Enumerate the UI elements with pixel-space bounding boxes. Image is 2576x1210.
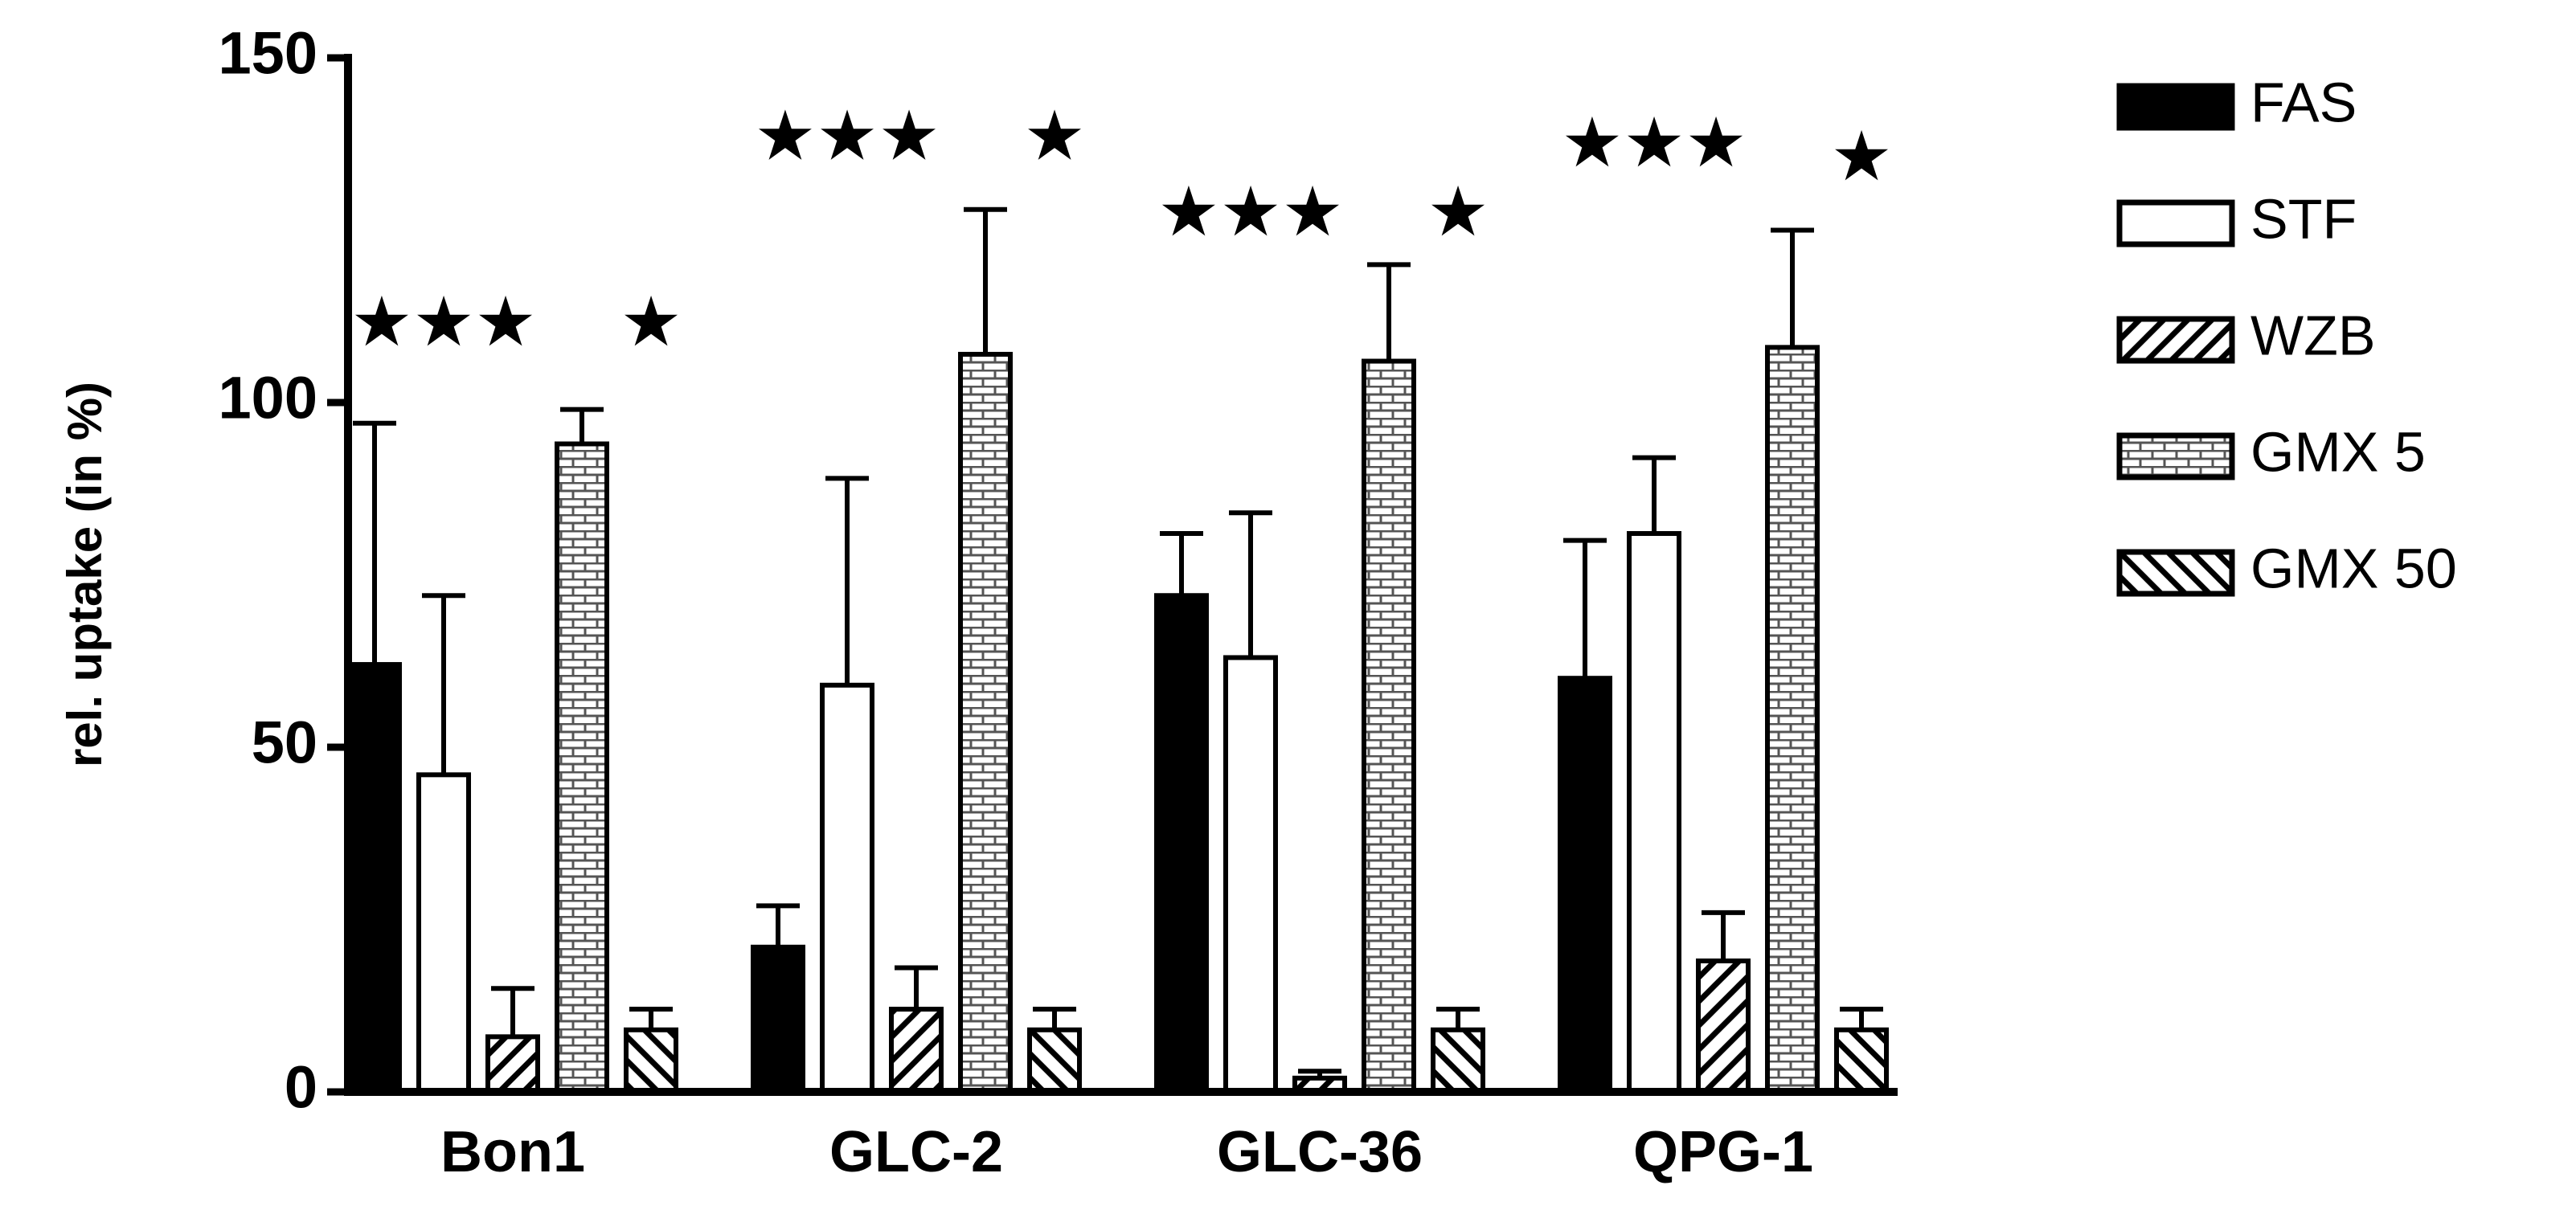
significance-stars: ★ bbox=[1830, 117, 1892, 197]
significance-stars: ★★★ bbox=[350, 282, 536, 362]
legend-swatch bbox=[2116, 549, 2235, 597]
y-tick-label: 0 bbox=[285, 1054, 317, 1121]
legend-swatch bbox=[2116, 199, 2235, 247]
bar bbox=[416, 772, 471, 1094]
significance-stars: ★ bbox=[1023, 96, 1085, 176]
bar bbox=[1223, 655, 1278, 1094]
bar bbox=[1834, 1027, 1889, 1095]
y-tick-label: 100 bbox=[219, 365, 317, 431]
legend-label: FAS bbox=[2250, 71, 2357, 133]
legend-label: WZB bbox=[2250, 304, 2376, 366]
significance-stars: ★★★ bbox=[754, 96, 940, 176]
legend-label: GMX 5 bbox=[2250, 420, 2426, 483]
bar bbox=[1765, 345, 1820, 1094]
y-axis-label: rel. uptake (in %) bbox=[58, 382, 112, 767]
significance-stars: ★ bbox=[1427, 172, 1489, 252]
bar bbox=[1558, 676, 1612, 1094]
legend-swatch bbox=[2116, 432, 2235, 480]
bar bbox=[820, 682, 874, 1095]
legend-swatch bbox=[2116, 316, 2235, 364]
x-tick-label: Bon1 bbox=[440, 1120, 585, 1184]
bar bbox=[1027, 1027, 1082, 1095]
y-tick-label: 50 bbox=[252, 709, 317, 776]
x-tick-label: GLC-2 bbox=[829, 1120, 1003, 1184]
bar bbox=[1154, 593, 1209, 1094]
significance-stars: ★ bbox=[620, 282, 682, 362]
bar bbox=[1431, 1027, 1485, 1095]
significance-stars: ★★★ bbox=[1157, 172, 1343, 252]
legend-label: GMX 50 bbox=[2250, 537, 2457, 599]
legend-swatch bbox=[2116, 83, 2235, 131]
x-tick-label: QPG-1 bbox=[1633, 1120, 1813, 1184]
x-tick-label: GLC-36 bbox=[1217, 1120, 1423, 1184]
bar bbox=[555, 441, 609, 1094]
bar bbox=[958, 351, 1013, 1094]
bar bbox=[485, 1034, 540, 1094]
bar bbox=[751, 944, 805, 1094]
bar bbox=[1362, 358, 1416, 1094]
bar bbox=[889, 1007, 944, 1095]
significance-stars: ★★★ bbox=[1561, 103, 1747, 183]
y-tick-label: 150 bbox=[219, 20, 317, 87]
bar bbox=[1696, 958, 1751, 1094]
bar bbox=[624, 1027, 678, 1095]
bar bbox=[347, 662, 402, 1094]
bar bbox=[1627, 531, 1681, 1094]
legend-label: STF bbox=[2250, 187, 2357, 250]
